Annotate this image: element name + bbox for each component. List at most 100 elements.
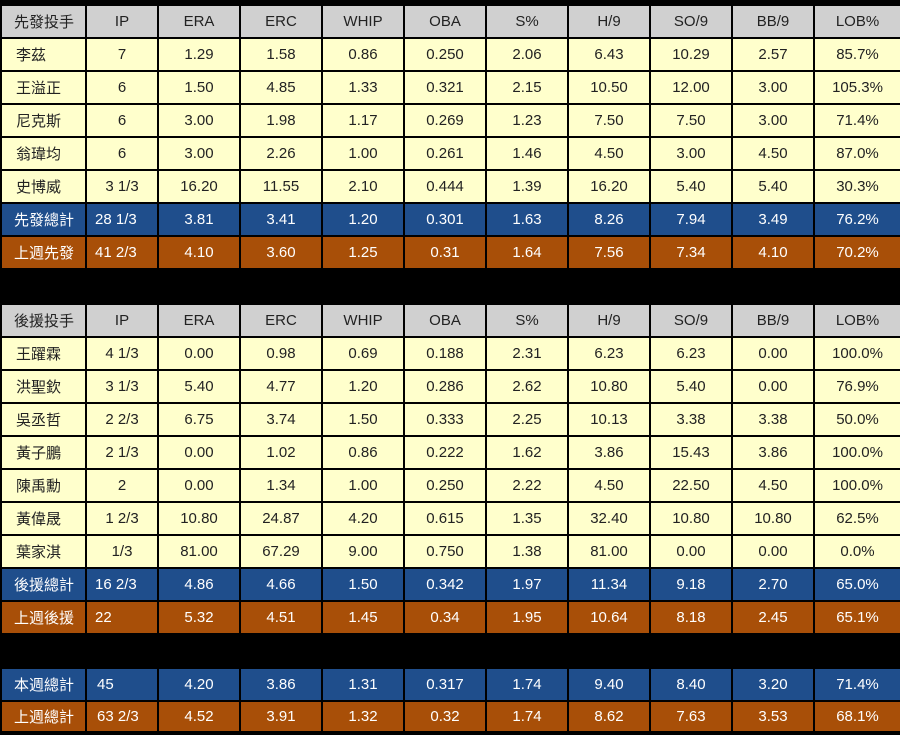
stat-cell: WHIP [321,303,405,338]
stat-cell: 1.31 [321,667,405,702]
stat-cell: 87.0% [813,136,900,171]
stat-cell: 9.00 [321,534,405,569]
pitcher-name-cell: 尼克斯 [0,103,87,138]
stat-cell: 2.10 [321,169,405,204]
stat-cell: 10.50 [567,70,651,105]
stat-cell: 4 1/3 [85,336,159,371]
stat-cell: 1 2/3 [85,501,159,536]
stat-cell: 1.45 [321,600,405,635]
stat-cell: 1.58 [239,37,323,72]
stat-cell: 1.02 [239,435,323,470]
stat-cell: 16 2/3 [85,567,159,602]
stat-cell: IP [85,303,159,338]
stat-cell: 1.33 [321,70,405,105]
stat-cell: 0.0% [813,534,900,569]
pitcher-row: 王溢正 6 1.50 4.85 1.33 0.321 2.15 10.50 12.00 3.00 1… [0,70,900,105]
pitcher-name-cell: 王溢正 [0,70,87,105]
stat-cell: 65.1% [813,600,900,635]
stat-cell: 85.7% [813,37,900,72]
stat-cell: 7.34 [649,235,733,270]
stat-cell: 10.64 [567,600,651,635]
pitcher-row: 史博威 3 1/3 16.20 11.55 2.10 0.444 1.39 16.20 5.40… [0,169,900,204]
stat-cell: 41 2/3 [85,235,159,270]
stat-cell: 3 1/3 [85,169,159,204]
stat-cell: 0.444 [403,169,487,204]
stat-cell: 100.0% [813,468,900,503]
stat-cell: 10.80 [567,369,651,404]
pitcher-name-cell: 翁瑋均 [0,136,87,171]
last-week-overall-row: 上週總計 63 2/3 4.52 3.91 1.32 0.32 1.74 8.62 7.63 3.… [0,700,900,733]
stat-cell: 0.32 [403,700,487,733]
stat-cell: 0.269 [403,103,487,138]
header-row: 後援投手 IP ERA ERC WHIP OBA S% H/9 SO/9 BB/9 LOB% [0,303,900,338]
stat-cell: ERA [157,303,241,338]
stat-cell: 0.00 [731,534,815,569]
stat-cell: H/9 [567,4,651,39]
stat-cell: 1.32 [321,700,405,733]
stat-cell: 9.40 [567,667,651,702]
stat-cell: 105.3% [813,70,900,105]
stat-cell: 10.80 [157,501,241,536]
pitcher-name-cell: 先發投手 [0,4,87,39]
stat-cell: 4.50 [731,468,815,503]
stat-cell: 1.00 [321,468,405,503]
pitcher-row: 洪聖欽 3 1/3 5.40 4.77 1.20 0.286 2.62 10.80 5.40 0.… [0,369,900,404]
last-week-total-row: 上週後援 22 5.32 4.51 1.45 0.34 1.95 10.64 8.18 2.45 6… [0,600,900,635]
stat-cell: 4.77 [239,369,323,404]
stat-cell: H/9 [567,303,651,338]
pitcher-row: 吳丞哲 2 2/3 6.75 3.74 1.50 0.333 2.25 10.13 3.38 3.… [0,402,900,437]
pitcher-name-cell: 黃子鵬 [0,435,87,470]
stat-cell: 100.0% [813,336,900,371]
stat-cell: S% [485,4,569,39]
stat-cell: 0.00 [731,369,815,404]
stat-cell: 68.1% [813,700,900,733]
pitcher-row: 翁瑋均 6 3.00 2.26 1.00 0.261 1.46 4.50 3.00 4.50 87.… [0,136,900,171]
pitcher-row: 黃子鵬 2 1/3 0.00 1.02 0.86 0.222 1.62 3.86 15.43 3.… [0,435,900,470]
pitcher-row: 黃偉晟 1 2/3 10.80 24.87 4.20 0.615 1.35 32.40 10.8… [0,501,900,536]
pitcher-name-cell: 上週後援 [0,600,87,635]
stat-cell: 2 2/3 [85,402,159,437]
stat-cell: 3.81 [157,202,241,237]
stat-cell: 81.00 [567,534,651,569]
stat-cell: 1.23 [485,103,569,138]
stat-cell: 6.23 [567,336,651,371]
stat-cell: 2.62 [485,369,569,404]
stat-cell: 0.261 [403,136,487,171]
stat-cell: 0.00 [157,435,241,470]
stat-cell: 6.75 [157,402,241,437]
stat-cell: 0.86 [321,435,405,470]
stat-cell: 3.91 [239,700,323,733]
pitcher-row: 尼克斯 6 3.00 1.98 1.17 0.269 1.23 7.50 7.50 3.00 71.… [0,103,900,138]
stat-cell: WHIP [321,4,405,39]
stat-cell: 5.40 [649,369,733,404]
stat-cell: 15.43 [649,435,733,470]
stat-cell: 1.50 [321,567,405,602]
stat-cell: 3 1/3 [85,369,159,404]
pitcher-name-cell: 後援投手 [0,303,87,338]
stat-cell: 8.62 [567,700,651,733]
pitcher-name-cell: 史博威 [0,169,87,204]
stat-cell: 4.50 [731,136,815,171]
relievers-table: 後援投手 IP ERA ERC WHIP OBA S% H/9 SO/9 BB/9 LOB% 王躍霖 4… [0,303,900,635]
stat-cell: 3.86 [239,667,323,702]
stat-cell: 2.70 [731,567,815,602]
stat-cell: 32.40 [567,501,651,536]
stat-cell: 3.74 [239,402,323,437]
stat-cell: 76.2% [813,202,900,237]
stat-cell: 2 1/3 [85,435,159,470]
stat-cell: 1.35 [485,501,569,536]
stat-cell: 0.188 [403,336,487,371]
section-total-row: 先發總計 28 1/3 3.81 3.41 1.20 0.301 1.63 8.26 7.94 3… [0,202,900,237]
stat-cell: 7.56 [567,235,651,270]
stat-cell: 4.10 [731,235,815,270]
stat-cell: 1.74 [485,667,569,702]
stat-cell: 4.50 [567,136,651,171]
stat-cell: 1.64 [485,235,569,270]
stat-cell: 0.250 [403,37,487,72]
stat-cell: 4.50 [567,468,651,503]
stat-cell: 4.52 [157,700,241,733]
stat-cell: 0.34 [403,600,487,635]
stat-cell: 1.50 [157,70,241,105]
stat-cell: 6 [85,70,159,105]
stat-cell: 3.60 [239,235,323,270]
